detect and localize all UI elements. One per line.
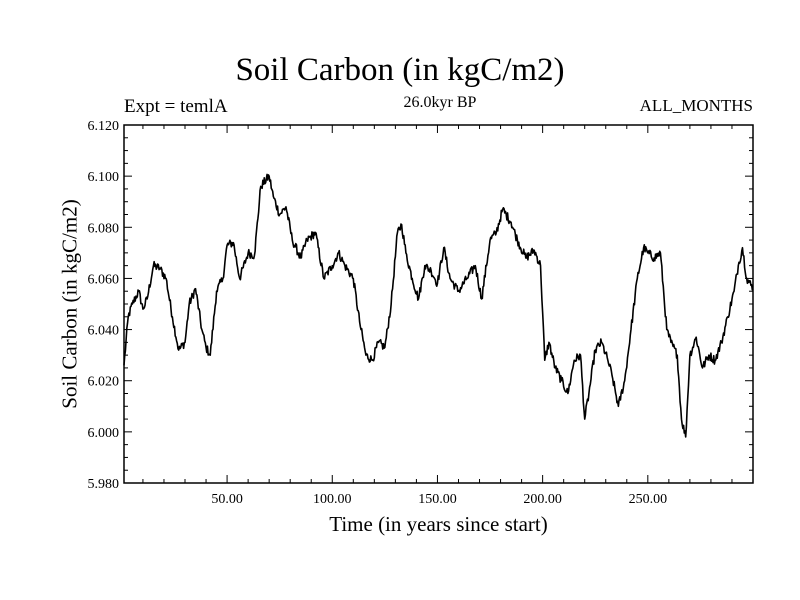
y-tick-label: 6.020 — [88, 375, 120, 390]
y-tick-label: 6.000 — [88, 426, 120, 441]
x-tick-label: 100.00 — [313, 492, 352, 507]
y-tick-label: 6.080 — [88, 221, 120, 236]
axis-ticks — [124, 125, 753, 483]
x-axis-label: Time (in years since start) — [329, 512, 548, 536]
season-label: ALL_MONTHS — [639, 96, 753, 115]
period-label: 26.0kyr BP — [403, 94, 477, 111]
y-tick-label: 5.980 — [88, 477, 120, 492]
series-line-soil-carbon — [123, 173, 754, 438]
y-tick-label: 6.100 — [88, 170, 120, 185]
axis-tick-labels: 50.00 100.00 150.00 200.00 250.00 5.980 6.000 6… — [88, 119, 668, 507]
y-tick-label: 6.060 — [88, 272, 120, 287]
y-tick-label: 6.040 — [88, 324, 120, 339]
chart-title: Soil Carbon (in kgC/m2) — [235, 52, 565, 88]
experiment-label: Expt = temlA — [124, 96, 228, 117]
x-tick-label: 150.00 — [418, 492, 457, 507]
x-tick-label: 250.00 — [629, 492, 668, 507]
plot-frame — [123, 124, 754, 484]
x-tick-label: 50.00 — [211, 492, 243, 507]
x-tick-label: 200.00 — [523, 492, 562, 507]
y-tick-label: 6.120 — [88, 119, 120, 134]
